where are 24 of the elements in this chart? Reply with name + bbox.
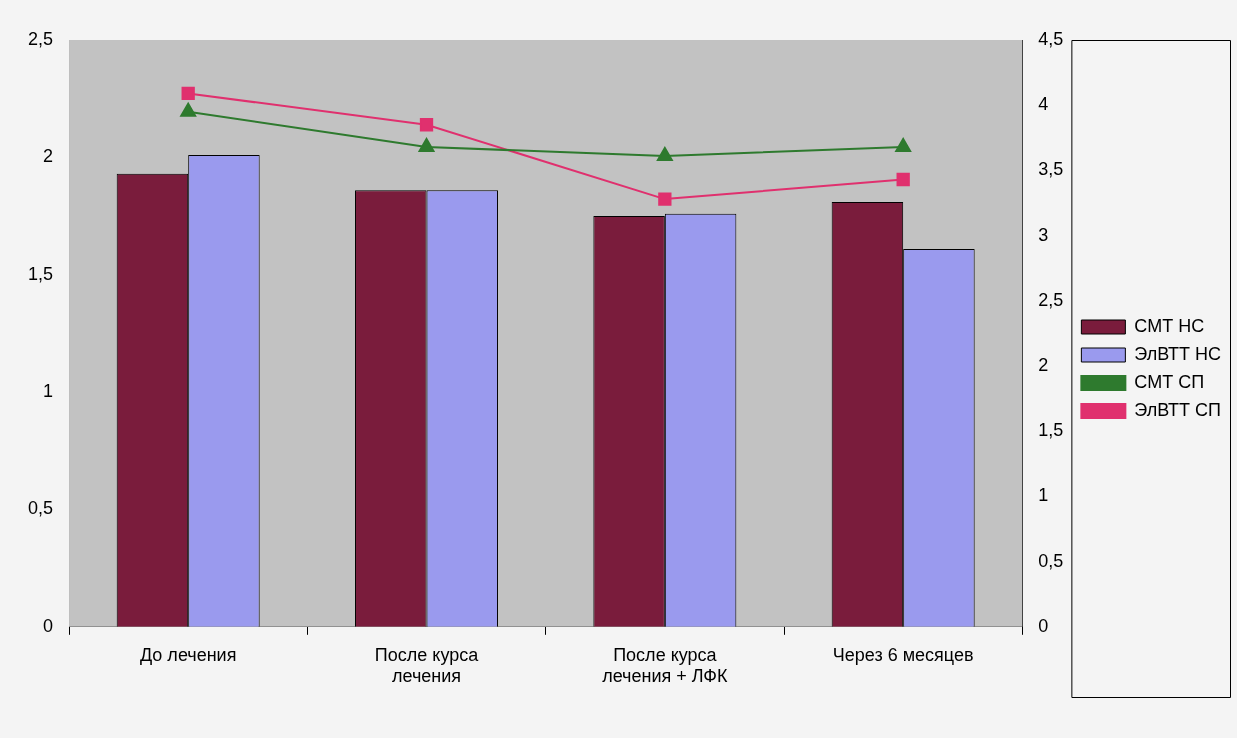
legend-label: СМТ СП bbox=[1134, 371, 1205, 392]
y2-tick-label: 3,5 bbox=[1038, 159, 1064, 180]
y-tick-label: 0,5 bbox=[27, 498, 54, 519]
y-tick-label: 1 bbox=[43, 381, 54, 402]
x-tick-label: После курса лечения + ЛФК bbox=[602, 644, 729, 687]
y2-tick-label: 0 bbox=[1038, 615, 1049, 636]
y-tick-label: 2,5 bbox=[27, 28, 54, 49]
y2-tick-label: 3 bbox=[1038, 224, 1049, 245]
y2-tick-label: 2 bbox=[1038, 354, 1049, 375]
x-tick-label: После курса лечения bbox=[374, 644, 480, 687]
y2-tick-label: 2,5 bbox=[1038, 289, 1064, 310]
y2-tick-label: 1,5 bbox=[1038, 420, 1064, 441]
y2-tick-label: 1 bbox=[1038, 485, 1049, 506]
y-tick-label: 2 bbox=[43, 146, 54, 167]
y2-tick-label: 4,5 bbox=[1038, 28, 1064, 49]
y2-tick-label: 0,5 bbox=[1038, 550, 1064, 571]
y-tick-label: 0 bbox=[43, 615, 54, 636]
x-tick-label: Через 6 месяцев bbox=[832, 644, 974, 665]
y-tick-label: 1,5 bbox=[27, 263, 54, 284]
x-tick-label: До лечения bbox=[139, 644, 237, 665]
legend-label: ЭлВТТ НС bbox=[1134, 343, 1222, 364]
legend-label: СМТ НС bbox=[1134, 315, 1205, 336]
y2-tick-label: 4 bbox=[1038, 94, 1049, 115]
legend-label: ЭлВТТ СП bbox=[1134, 399, 1221, 420]
